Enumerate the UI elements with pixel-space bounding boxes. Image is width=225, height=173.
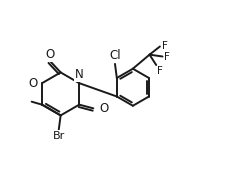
Text: F: F [164, 52, 170, 61]
Text: Cl: Cl [109, 49, 121, 62]
Text: O: O [46, 48, 55, 61]
Text: F: F [157, 66, 163, 76]
Text: O: O [99, 102, 108, 115]
Text: F: F [162, 41, 168, 51]
Text: O: O [28, 77, 37, 90]
Text: N: N [75, 68, 84, 81]
Text: Br: Br [53, 131, 65, 141]
